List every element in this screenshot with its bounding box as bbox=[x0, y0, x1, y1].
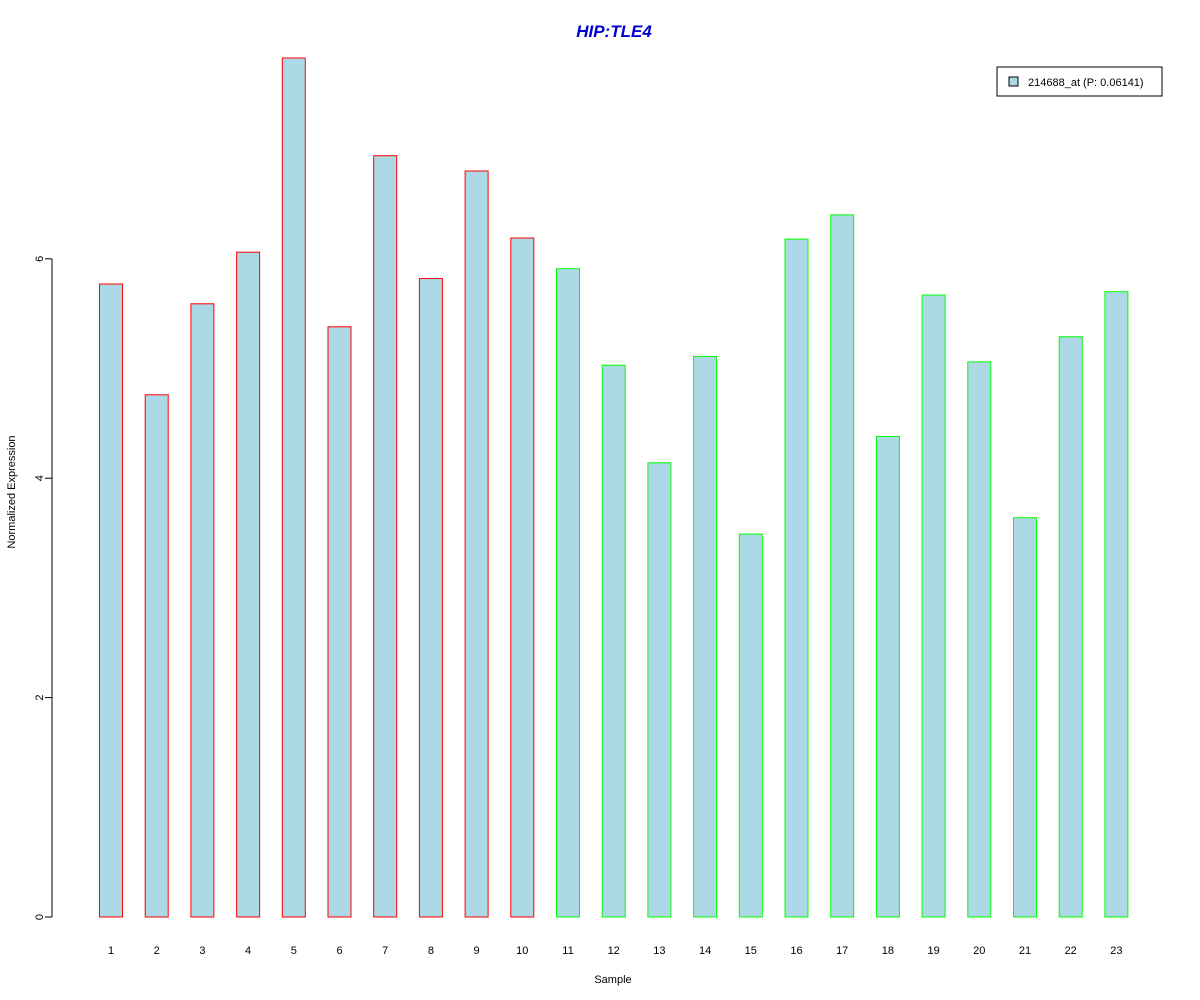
x-tick-label: 2 bbox=[154, 945, 160, 957]
y-tick-label: 0 bbox=[34, 914, 46, 920]
bar bbox=[1104, 291, 1129, 918]
x-tick-label: 12 bbox=[608, 945, 620, 957]
x-tick-label: 16 bbox=[790, 945, 802, 957]
x-tick-label: 4 bbox=[245, 945, 251, 957]
x-tick-label: 13 bbox=[653, 945, 665, 957]
x-tick-label: 22 bbox=[1065, 945, 1077, 957]
y-tick-label: 6 bbox=[34, 256, 46, 262]
x-tick-label: 8 bbox=[428, 945, 434, 957]
bar bbox=[464, 170, 489, 918]
x-tick-label: 23 bbox=[1110, 945, 1122, 957]
x-tick-label: 1 bbox=[108, 945, 114, 957]
x-tick-label: 3 bbox=[199, 945, 205, 957]
bar bbox=[190, 303, 215, 918]
x-tick-labels: 1 2 3 4 5 6 7 8 9 10 11 12 13 14 15 16 17 18 19 20 21 22 23 bbox=[108, 945, 1123, 957]
x-tick-label: 7 bbox=[382, 945, 388, 957]
chart-title: HIP:TLE4 bbox=[576, 22, 652, 41]
x-tick-label: 18 bbox=[882, 945, 894, 957]
bar bbox=[373, 155, 398, 918]
bar bbox=[784, 238, 809, 918]
bar bbox=[601, 364, 626, 918]
bar bbox=[967, 361, 992, 918]
x-tick-label: 9 bbox=[474, 945, 480, 957]
x-tick-label: 20 bbox=[973, 945, 985, 957]
bar bbox=[875, 436, 900, 918]
legend: 214688_at (P: 0.06141) bbox=[996, 66, 1163, 97]
y-tick-label: 2 bbox=[34, 695, 46, 701]
legend-entry-label: 214688_at (P: 0.06141) bbox=[1028, 77, 1144, 89]
bar bbox=[99, 283, 123, 918]
x-tick-label: 21 bbox=[1019, 945, 1031, 957]
x-axis-label: Sample bbox=[594, 974, 631, 986]
bar bbox=[738, 533, 763, 918]
x-tick-label: 19 bbox=[927, 945, 939, 957]
bar bbox=[921, 294, 946, 918]
bar bbox=[830, 214, 855, 918]
bar bbox=[510, 237, 535, 918]
bar bbox=[1013, 517, 1037, 918]
bar bbox=[647, 462, 672, 918]
y-axis-label: Normalized Expression bbox=[6, 435, 18, 548]
y-tick-label: 4 bbox=[34, 475, 46, 481]
x-tick-label: 15 bbox=[745, 945, 757, 957]
bar bbox=[556, 268, 580, 918]
bar bbox=[693, 355, 718, 918]
x-tick-label: 17 bbox=[836, 945, 848, 957]
legend-swatch bbox=[1008, 76, 1019, 87]
x-tick-label: 5 bbox=[291, 945, 297, 957]
bar bbox=[327, 326, 352, 918]
bars-group bbox=[99, 57, 1129, 918]
bar bbox=[1058, 336, 1083, 918]
x-tick-label: 14 bbox=[699, 945, 711, 957]
bar bbox=[236, 251, 261, 918]
x-tick-label: 11 bbox=[562, 945, 573, 957]
x-tick-label: 10 bbox=[516, 945, 528, 957]
bar bbox=[281, 57, 306, 918]
x-tick-label: 6 bbox=[336, 945, 342, 957]
bar bbox=[144, 394, 169, 918]
y-axis: 0 2 4 6 bbox=[34, 256, 53, 920]
bar bbox=[418, 278, 443, 918]
legend-box bbox=[996, 66, 1163, 97]
